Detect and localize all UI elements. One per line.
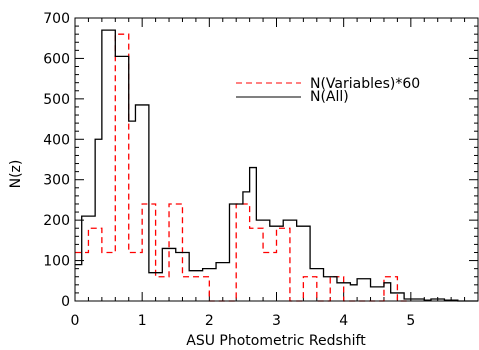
legend-label-all: N(All) (310, 89, 349, 105)
y-tick-label: 500 (43, 92, 70, 108)
series-variables-line (75, 33, 411, 302)
y-tick-label: 0 (61, 294, 70, 310)
legend-label-variables: N(Variables)*60 (310, 76, 420, 92)
y-tick-label: 600 (43, 51, 70, 67)
axis-ticks (74, 17, 479, 302)
legend: N(Variables)*60 N(All) (236, 76, 420, 105)
x-axis-title: ASU Photometric Redshift (186, 333, 366, 349)
x-tick-label: 3 (272, 313, 281, 329)
y-tick-label: 700 (43, 11, 70, 27)
series-layer (75, 29, 478, 302)
y-tick-label: 100 (43, 254, 70, 270)
y-axis-title: N(z) (8, 160, 24, 189)
series-all-line (75, 29, 478, 302)
y-tick-label: 300 (43, 173, 70, 189)
tick-labels: 0 1 2 3 4 5 0 100 200 300 400 500 600 700 (43, 11, 415, 329)
y-tick-label: 200 (43, 213, 70, 229)
plot-frame (74, 17, 479, 302)
x-tick-label: 2 (205, 313, 214, 329)
x-tick-label: 1 (138, 313, 147, 329)
x-tick-label: 0 (71, 313, 80, 329)
x-tick-label: 4 (339, 313, 348, 329)
x-tick-label: 5 (406, 313, 415, 329)
y-tick-label: 400 (43, 132, 70, 148)
